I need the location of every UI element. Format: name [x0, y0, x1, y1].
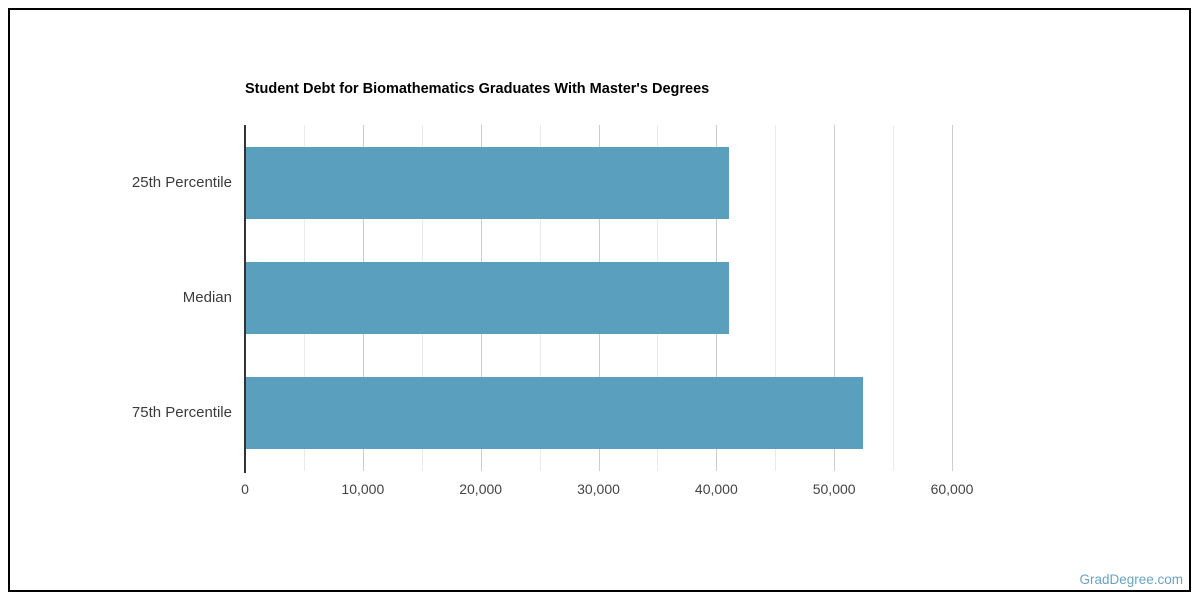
- bar-25th-percentile: [246, 146, 730, 219]
- x-tick-label: 30,000: [577, 481, 620, 497]
- minor-gridline: [893, 125, 895, 471]
- watermark-link[interactable]: GradDegree.com: [1079, 572, 1183, 587]
- x-tick-label: 50,000: [812, 481, 856, 497]
- category-label: 75th Percentile: [131, 404, 232, 422]
- x-tick-label: 0: [241, 481, 249, 497]
- axis-baseline: [244, 125, 246, 473]
- category-label: 25th Percentile: [131, 173, 232, 191]
- category-label: Median: [182, 289, 232, 306]
- chart-title: Student Debt for Biomathematics Graduate…: [245, 81, 710, 97]
- x-tick-label: 20,000: [459, 481, 503, 497]
- x-tick-label: 60,000: [930, 481, 974, 497]
- bar-75th-percentile: [246, 377, 863, 450]
- major-gridline: [834, 125, 836, 471]
- bar-median: [246, 262, 730, 334]
- x-tick-label: 40,000: [694, 481, 738, 497]
- minor-gridline: [775, 125, 777, 471]
- major-gridline: [952, 125, 953, 471]
- x-tick-label: 10,000: [341, 481, 385, 497]
